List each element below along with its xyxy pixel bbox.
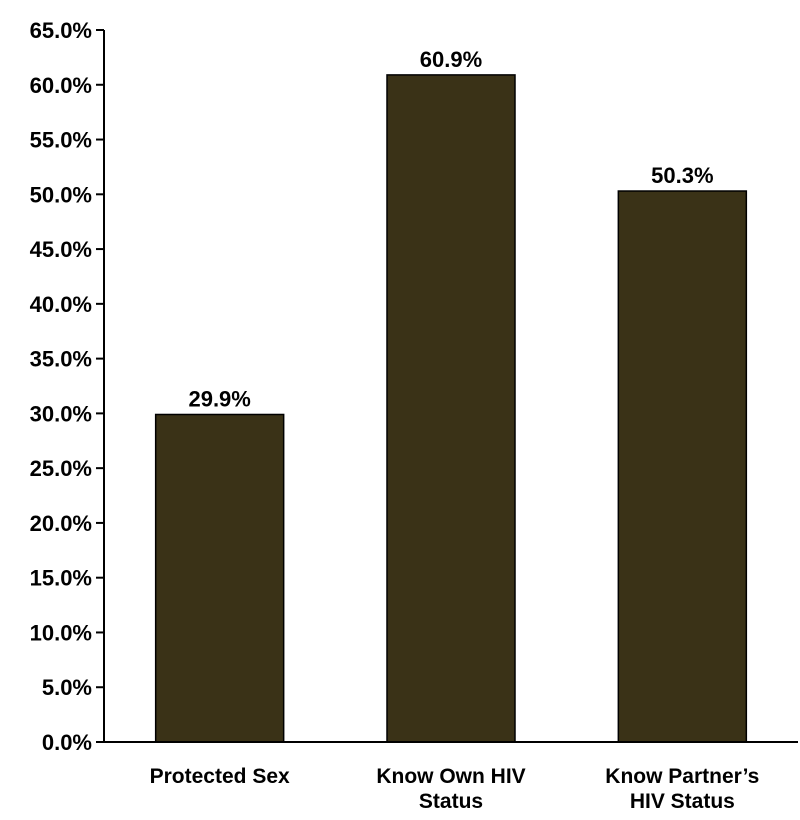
bar	[154, 413, 285, 743]
y-tick-label: 40.0%	[30, 292, 92, 317]
x-category-label: Status	[419, 790, 483, 813]
data-labels-group: 29.9% 60.9% 50.3%	[188, 47, 713, 412]
y-tick-label: 25.0%	[30, 456, 92, 481]
y-tick-label: 50.0%	[30, 182, 92, 207]
y-tick-label: 30.0%	[30, 401, 92, 426]
x-category-label: Know Partner’s	[605, 765, 759, 788]
bars-group	[154, 74, 748, 743]
y-tick-label: 20.0%	[30, 511, 92, 536]
bar-value-label: 60.9%	[420, 47, 482, 72]
y-tick-label: 10.0%	[30, 620, 92, 645]
bar	[386, 74, 516, 743]
y-tick-label: 35.0%	[30, 347, 92, 372]
x-category-label: Know Own HIV	[376, 765, 525, 788]
bar-value-label: 29.9%	[188, 386, 250, 411]
x-category-label: Protected Sex	[150, 765, 290, 788]
y-tick-label: 45.0%	[30, 237, 92, 262]
y-tick-label: 15.0%	[30, 566, 92, 591]
y-tick-label: 0.0%	[42, 730, 92, 755]
y-tick-label: 65.0%	[30, 18, 92, 43]
y-tick-label: 60.0%	[30, 73, 92, 98]
y-tick-label: 55.0%	[30, 128, 92, 153]
y-tick-label: 5.0%	[42, 675, 92, 700]
bar-value-label: 50.3%	[651, 163, 713, 188]
x-category-label: HIV Status	[630, 790, 735, 813]
bar	[617, 190, 748, 743]
y-axis-ticks: 0.0% 5.0% 10.0% 15.0% 20.0% 25.0% 30.0% 35.0% 40…	[30, 18, 104, 755]
